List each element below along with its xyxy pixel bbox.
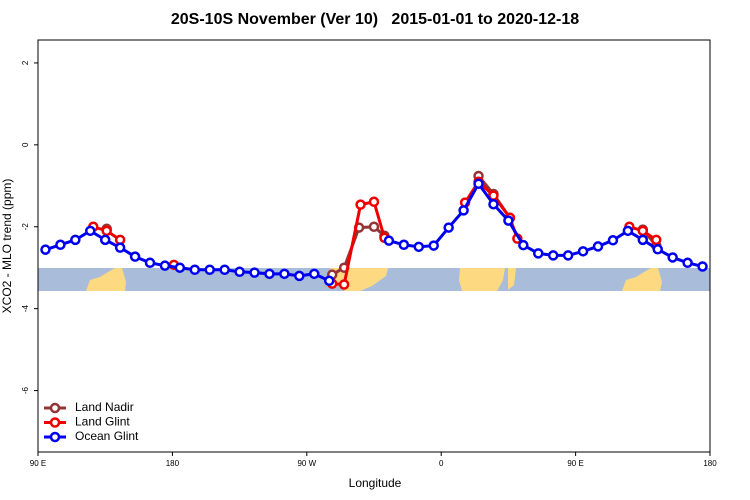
data-point (458, 205, 469, 216)
data-point (279, 268, 290, 280)
data-point (70, 234, 81, 246)
data-point (622, 225, 634, 237)
land-shape (508, 268, 516, 290)
data-point (99, 234, 111, 246)
data-point (355, 199, 366, 210)
legend-marker (49, 417, 61, 428)
data-point (592, 241, 604, 252)
y-tick-label: 2 (21, 60, 30, 65)
data-point (503, 215, 514, 226)
x-tick-label: 90 W (297, 459, 316, 468)
data-point (368, 221, 380, 233)
data-point (488, 198, 499, 210)
data-point (473, 178, 484, 189)
x-tick-label: 0 (439, 459, 444, 468)
map-band (38, 268, 710, 291)
data-point (607, 235, 619, 246)
y-tick-label: 0 (21, 142, 30, 147)
data-point (650, 234, 662, 246)
data-point (428, 240, 439, 251)
data-point (40, 244, 51, 255)
data-point (577, 246, 589, 257)
x-tick-label: 90 E (567, 459, 583, 468)
land-shape (622, 268, 662, 291)
x-axis-label: Longitude (349, 476, 402, 490)
legend-label: Land Nadir (75, 400, 134, 414)
data-point (652, 244, 663, 255)
data-point (264, 268, 275, 280)
y-axis-label: XCO2 - MLO trend (ppm) (0, 179, 14, 314)
legend-label: Land Glint (75, 415, 130, 429)
legend-label: Ocean Glint (75, 429, 139, 443)
data-point (204, 264, 215, 276)
data-point (383, 235, 395, 246)
data-point (562, 250, 574, 261)
data-point (114, 242, 126, 253)
data-point (682, 257, 693, 269)
data-point (398, 239, 410, 251)
series-line (388, 180, 703, 268)
data-point (443, 222, 454, 233)
data-point (309, 268, 320, 280)
data-point (249, 267, 260, 278)
data-point (697, 261, 708, 272)
data-point (85, 225, 96, 237)
land-shape (86, 268, 126, 291)
data-point (129, 251, 141, 262)
data-point (533, 248, 544, 259)
data-point (234, 266, 245, 278)
data-point (637, 225, 649, 237)
data-point (368, 196, 380, 208)
data-point (338, 279, 350, 290)
chart-title: 20S-10S November (Ver 10) 2015-01-01 to … (171, 11, 579, 28)
y-tick-label: -6 (21, 386, 30, 394)
x-tick-label: 180 (166, 459, 180, 468)
data-point (101, 225, 112, 237)
legend-marker (49, 402, 61, 414)
data-point (55, 239, 66, 251)
x-tick-label: 180 (703, 459, 717, 468)
data-point (413, 241, 425, 253)
y-tick-label: -2 (21, 223, 30, 231)
land-shape (459, 268, 505, 291)
data-point (144, 257, 156, 269)
data-point (159, 260, 171, 271)
legend-marker (49, 431, 61, 443)
data-point (189, 264, 201, 276)
data-point (637, 234, 649, 246)
data-point (518, 239, 529, 251)
data-point (174, 262, 186, 273)
data-point (667, 252, 678, 263)
data-point (219, 264, 230, 276)
data-point (323, 275, 335, 287)
y-tick-label: -4 (21, 305, 30, 313)
plot-frame (37, 39, 711, 453)
x-tick-label: 90 E (30, 459, 46, 468)
data-point (547, 250, 559, 261)
data-point (294, 270, 305, 282)
